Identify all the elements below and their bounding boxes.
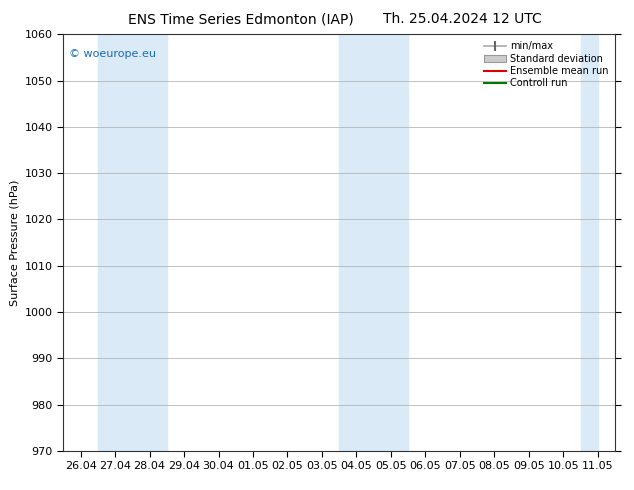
Y-axis label: Surface Pressure (hPa): Surface Pressure (hPa) bbox=[10, 179, 19, 306]
Bar bbox=[98, 34, 167, 451]
Text: © woeurope.eu: © woeurope.eu bbox=[69, 49, 156, 59]
Legend: min/max, Standard deviation, Ensemble mean run, Controll run: min/max, Standard deviation, Ensemble me… bbox=[482, 39, 610, 90]
Text: ENS Time Series Edmonton (IAP): ENS Time Series Edmonton (IAP) bbox=[128, 12, 354, 26]
Bar bbox=[339, 34, 408, 451]
Text: Th. 25.04.2024 12 UTC: Th. 25.04.2024 12 UTC bbox=[384, 12, 542, 26]
Bar bbox=[581, 34, 598, 451]
